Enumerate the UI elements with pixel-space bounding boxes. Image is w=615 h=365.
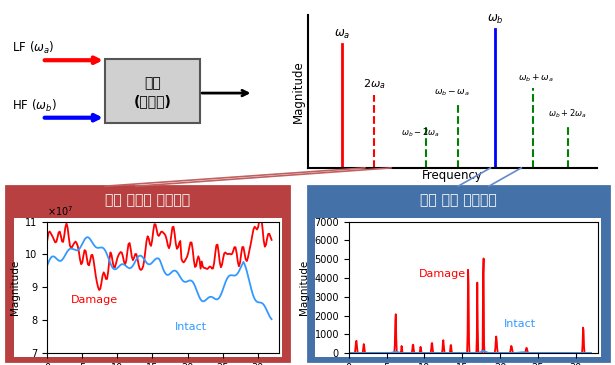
Text: $\omega_b - 2\omega_a$: $\omega_b - 2\omega_a$ <box>401 127 440 139</box>
Text: (비선형): (비선형) <box>133 94 172 108</box>
Text: LF ($\omega_a$): LF ($\omega_a$) <box>12 40 55 56</box>
Text: Intact: Intact <box>175 322 207 331</box>
X-axis label: Frequency: Frequency <box>422 169 482 182</box>
Text: $\omega_b$: $\omega_b$ <box>487 13 504 26</box>
Text: 변조 신호 상관관계: 변조 신호 상관관계 <box>420 193 496 207</box>
Text: $2\omega_a$: $2\omega_a$ <box>363 78 385 91</box>
FancyBboxPatch shape <box>105 59 200 123</box>
Text: $\omega_b - \omega_a$: $\omega_b - \omega_a$ <box>434 88 470 99</box>
Y-axis label: Magnitude: Magnitude <box>10 260 20 315</box>
Y-axis label: Magnitude: Magnitude <box>292 60 304 123</box>
Text: 입력 주파수 상관관계: 입력 주파수 상관관계 <box>105 193 190 207</box>
Text: $\omega_b + 2\omega_a$: $\omega_b + 2\omega_a$ <box>548 108 587 120</box>
Text: 손상: 손상 <box>144 76 161 90</box>
Text: $\omega_a$: $\omega_a$ <box>334 27 351 41</box>
Text: $\omega_b + \omega_a$: $\omega_b + \omega_a$ <box>518 72 554 84</box>
Text: Intact: Intact <box>504 319 536 329</box>
Text: Damage: Damage <box>419 269 466 279</box>
Y-axis label: Magnitude: Magnitude <box>299 260 309 315</box>
Text: Damage: Damage <box>71 295 117 305</box>
Text: $\times 10^7$: $\times 10^7$ <box>47 204 74 218</box>
Text: HF ($\omega_b$): HF ($\omega_b$) <box>12 97 57 114</box>
